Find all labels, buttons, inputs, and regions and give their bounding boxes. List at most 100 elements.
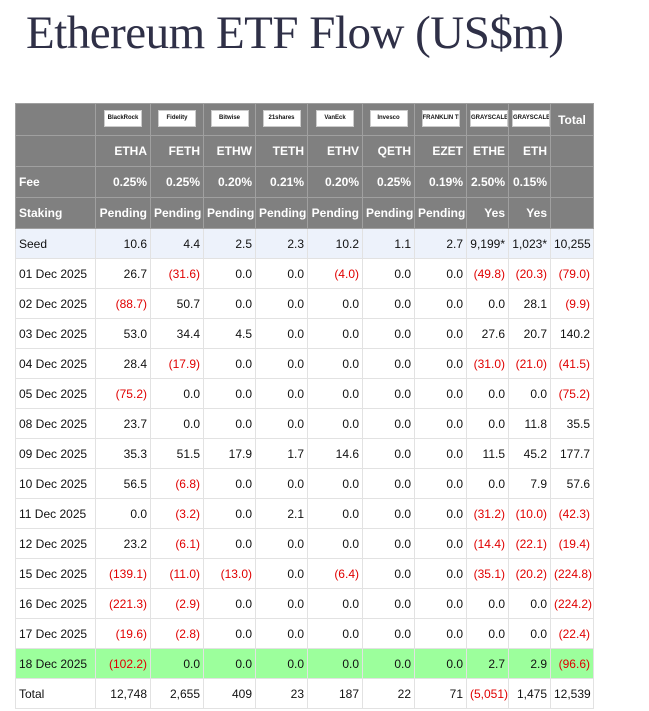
flow-cell: 0.0	[255, 618, 308, 649]
flow-cell: 23.7	[95, 408, 151, 439]
ticker: ETHV	[307, 135, 363, 167]
flow-cell: 0.0	[414, 528, 467, 559]
flow-cell: 0.0	[203, 288, 256, 319]
flow-cell: 1.7	[255, 438, 308, 469]
ticker: ETHE	[466, 135, 509, 167]
flow-cell: 0.0	[414, 618, 467, 649]
data-row: 15 Dec 2025 (139.1) (11.0) (13.0) 0.0 (6.4) 0.…	[15, 558, 594, 589]
flow-cell: 0.0	[362, 438, 415, 469]
flow-cell: 0.0	[362, 318, 415, 349]
flow-cell: (22.4)	[550, 618, 594, 649]
flow-cell: 57.6	[550, 468, 594, 499]
flow-cell: 0.0	[203, 528, 256, 559]
flow-cell: (17.9)	[150, 348, 204, 379]
flow-cell: 0.0	[203, 378, 256, 409]
flow-cell: 0.0	[203, 348, 256, 379]
flow-cell: (21.0)	[508, 348, 551, 379]
flow-cell: 0.0	[255, 648, 308, 679]
logo-cell: FRANKLIN TEMPLETON	[414, 103, 467, 136]
flow-cell: 0.0	[203, 588, 256, 619]
flow-cell: 0.0	[255, 528, 308, 559]
flow-cell: (10.0)	[508, 498, 551, 529]
flow-cell: 0.0	[307, 648, 363, 679]
flow-cell: 12,539	[550, 678, 594, 709]
flow-cell: 0.0	[307, 528, 363, 559]
ticker: TETH	[255, 135, 308, 167]
flow-cell: 0.0	[414, 408, 467, 439]
flow-cell: (2.8)	[150, 618, 204, 649]
flow-cell: 23	[255, 678, 308, 709]
flow-cell: 10.2	[307, 228, 363, 259]
flow-cell: 0.0	[150, 648, 204, 679]
row-label: 10 Dec 2025	[15, 468, 96, 499]
flow-cell: 45.2	[508, 438, 551, 469]
issuer-logo: GRAYSCALE	[470, 109, 508, 127]
flow-cell: 177.7	[550, 438, 594, 469]
row-label: Fee	[15, 166, 96, 198]
blank-cell	[15, 135, 96, 167]
logo-row: BlackRock Fidelity Bitwise 21shares VanEck In…	[15, 103, 594, 136]
ticker: EZET	[414, 135, 467, 167]
flow-cell: (42.3)	[550, 498, 594, 529]
flow-cell: 26.7	[95, 258, 151, 289]
logo-cell: GRAYSCALE	[466, 103, 509, 136]
flow-cell: 0.0	[307, 468, 363, 499]
flow-cell: (5,051)	[466, 678, 509, 709]
flow-cell: 1,023*	[508, 228, 551, 259]
flow-cell: 0.0	[362, 618, 415, 649]
flow-cell: 28.4	[95, 348, 151, 379]
staking-cell: Pending	[150, 197, 204, 229]
blank-cell	[550, 135, 594, 167]
flow-cell: 0.0	[307, 318, 363, 349]
flow-cell: (102.2)	[95, 648, 151, 679]
flow-cell: 11.8	[508, 408, 551, 439]
issuer-logo: BlackRock	[104, 109, 142, 127]
flow-cell: 0.0	[362, 378, 415, 409]
flow-cell: (75.2)	[95, 378, 151, 409]
staking-cell: Pending	[414, 197, 467, 229]
flow-cell: (6.4)	[307, 558, 363, 589]
flow-cell: 0.0	[307, 288, 363, 319]
flow-cell: 20.7	[508, 318, 551, 349]
flow-cell: 0.0	[255, 318, 308, 349]
flow-cell: (22.1)	[508, 528, 551, 559]
flow-cell: 2.5	[203, 228, 256, 259]
flow-cell: 56.5	[95, 468, 151, 499]
row-label: 02 Dec 2025	[15, 288, 96, 319]
flow-cell: 0.0	[203, 648, 256, 679]
ticker: FETH	[150, 135, 204, 167]
staking-cell: Pending	[255, 197, 308, 229]
logo-cell: BlackRock	[95, 103, 151, 136]
flow-cell: 2.9	[508, 648, 551, 679]
flow-cell: (14.4)	[466, 528, 509, 559]
staking-cell: Pending	[362, 197, 415, 229]
flow-cell: 0.0	[362, 468, 415, 499]
flow-cell: 0.0	[414, 588, 467, 619]
ticker: QETH	[362, 135, 415, 167]
flow-cell: (11.0)	[150, 558, 204, 589]
issuer-logo: GRAYSCALE	[512, 109, 550, 127]
flow-cell: (31.0)	[466, 348, 509, 379]
row-label: 01 Dec 2025	[15, 258, 96, 289]
flow-cell: 0.0	[466, 288, 509, 319]
flow-cell: 0.0	[362, 348, 415, 379]
flow-cell: (31.2)	[466, 498, 509, 529]
flow-cell: 4.5	[203, 318, 256, 349]
flow-cell: 187	[307, 678, 363, 709]
flow-cell: 0.0	[414, 498, 467, 529]
data-row: 01 Dec 2025 26.7 (31.6) 0.0 0.0 (4.0) 0.0 0.0 (4…	[15, 258, 594, 289]
row-label: 03 Dec 2025	[15, 318, 96, 349]
flow-cell: 0.0	[150, 378, 204, 409]
flow-cell: (31.6)	[150, 258, 204, 289]
flow-cell: 0.0	[466, 618, 509, 649]
flow-cell: 0.0	[255, 588, 308, 619]
data-row: 11 Dec 2025 0.0 (3.2) 0.0 2.1 0.0 0.0 0.0 (31.2)…	[15, 498, 594, 529]
flow-cell: 0.0	[203, 468, 256, 499]
data-row: 09 Dec 2025 35.3 51.5 17.9 1.7 14.6 0.0 0.0 11.5…	[15, 438, 594, 469]
fee-row: Fee 0.25% 0.25% 0.20% 0.21% 0.20% 0.25% 0.19% 2.…	[15, 166, 594, 198]
flow-cell: 0.0	[362, 288, 415, 319]
flow-cell: 140.2	[550, 318, 594, 349]
flow-cell: 409	[203, 678, 256, 709]
ticker: ETHW	[203, 135, 256, 167]
flow-cell: (75.2)	[550, 378, 594, 409]
